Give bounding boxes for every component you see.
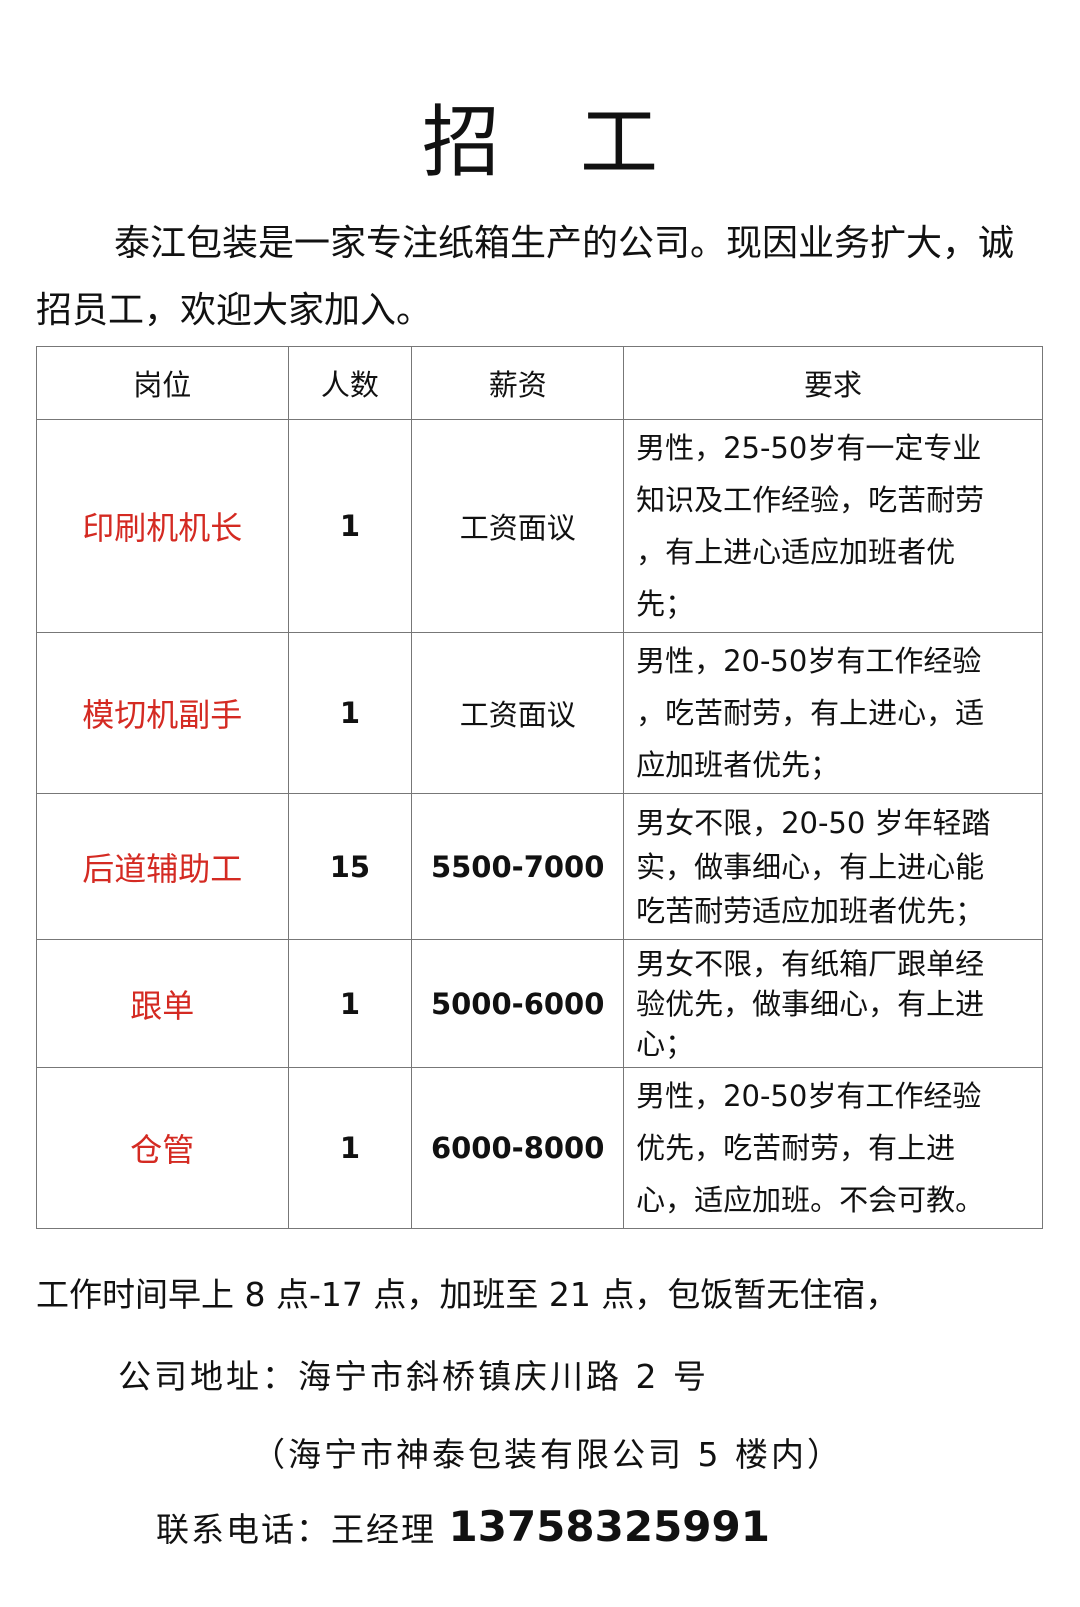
header-count: 人数 <box>287 346 413 420</box>
intro-paragraph: 泰江包装是一家专注纸箱生产的公司。现因业务扩大，诚招员工，欢迎大家加入。 <box>36 223 1015 331</box>
phone-number[interactable]: 13758325991 <box>448 1502 770 1551</box>
contact-label: 联系电话：王经理 <box>156 1510 436 1549</box>
company-address: 公司地址：海宁市斜桥镇庆川路 2 号 <box>118 1357 709 1396</box>
count-cell: 1 <box>287 939 413 1068</box>
salary-cell: 6000-8000 <box>411 1067 625 1229</box>
count-cell: 1 <box>287 419 413 633</box>
requirement-line: 应加班者优先； <box>636 748 840 782</box>
salary-cell: 工资面议 <box>411 419 625 633</box>
requirements-cell: 男性，20-50岁有工作经验 ，吃苦耐劳，有上进心，适 应加班者优先； <box>623 632 1043 794</box>
salary-cell: 5000-6000 <box>411 939 625 1068</box>
count-cell: 1 <box>287 632 413 794</box>
requirement-line: 心，适应加班。不会可教。 <box>636 1183 985 1217</box>
requirement-line: 知识及工作经验，吃苦耐劳 <box>636 483 985 517</box>
requirement-line: 吃苦耐劳适应加班者优先； <box>636 893 985 928</box>
requirements-cell: 男性，25-50岁有一定专业 知识及工作经验，吃苦耐劳 ，有上进心适应加班者优 先； <box>623 419 1043 633</box>
requirements-cell: 男女不限，20-50 岁年轻踏 实，做事细心，有上进心能 吃苦耐劳适应加班者优先； <box>623 793 1043 940</box>
header-requirements: 要求 <box>623 346 1043 420</box>
header-position: 岗位 <box>36 346 289 420</box>
requirement-line: 男性，20-50岁有工作经验 <box>636 1079 982 1113</box>
table-row: 跟单 1 5000-6000 男女不限，有纸箱厂跟单经 验优先，做事细心，有上进 心； <box>36 939 1043 1068</box>
table-row: 仓管 1 6000-8000 男性，20-50岁有工作经验 优先，吃苦耐劳，有上进 心，适… <box>36 1067 1043 1229</box>
requirement-line: ，吃苦耐劳，有上进心，适 <box>636 696 985 730</box>
salary-cell: 5500-7000 <box>411 793 625 940</box>
table-header-row: 岗位 人数 薪资 要求 <box>36 346 1043 420</box>
job-table: 岗位 人数 薪资 要求 印刷机机长 1 工资面议 男性，25-50岁有一定专业 知识及工… <box>36 346 1043 1229</box>
position-cell: 印刷机机长 <box>36 419 289 633</box>
requirements-cell: 男性，20-50岁有工作经验 优先，吃苦耐劳，有上进 心，适应加班。不会可教。 <box>623 1067 1043 1229</box>
count-cell: 15 <box>287 793 413 940</box>
position-cell: 跟单 <box>36 939 289 1068</box>
work-hours: 工作时间早上 8 点-17 点，加班至 21 点，包饭暂无住宿， <box>36 1275 899 1314</box>
contact: 联系电话：王经理 13758325991 <box>156 1502 770 1551</box>
requirement-line: 心； <box>636 1026 695 1061</box>
address-note: （海宁市神泰包装有限公司 5 楼内） <box>252 1435 843 1474</box>
header-salary: 薪资 <box>411 346 625 420</box>
requirement-line: 男女不限，20-50 岁年轻踏 <box>636 805 991 840</box>
count-cell: 1 <box>287 1067 413 1229</box>
page-title: 招工 <box>421 98 738 188</box>
position-cell: 仓管 <box>36 1067 289 1229</box>
requirement-line: 验优先，做事细心，有上进 <box>636 986 985 1021</box>
salary-cell: 工资面议 <box>411 632 625 794</box>
requirement-line: 男女不限，有纸箱厂跟单经 <box>636 946 985 981</box>
requirement-line: ，有上进心适应加班者优 <box>636 535 956 569</box>
table-row: 印刷机机长 1 工资面议 男性，25-50岁有一定专业 知识及工作经验，吃苦耐劳 ，有上进… <box>36 419 1043 633</box>
requirement-line: 优先，吃苦耐劳，有上进 <box>636 1131 956 1165</box>
requirement-line: 实，做事细心，有上进心能 <box>636 849 985 884</box>
table-row: 模切机副手 1 工资面议 男性，20-50岁有工作经验 ，吃苦耐劳，有上进心，适 应加班者… <box>36 632 1043 794</box>
requirement-line: 先； <box>636 587 695 621</box>
requirement-line: 男性，20-50岁有工作经验 <box>636 644 982 678</box>
table-row: 后道辅助工 15 5500-7000 男女不限，20-50 岁年轻踏 实，做事细心，有上… <box>36 793 1043 940</box>
requirement-line: 男性，25-50岁有一定专业 <box>636 431 982 465</box>
position-cell: 后道辅助工 <box>36 793 289 940</box>
position-cell: 模切机副手 <box>36 632 289 794</box>
requirements-cell: 男女不限，有纸箱厂跟单经 验优先，做事细心，有上进 心； <box>623 939 1043 1068</box>
